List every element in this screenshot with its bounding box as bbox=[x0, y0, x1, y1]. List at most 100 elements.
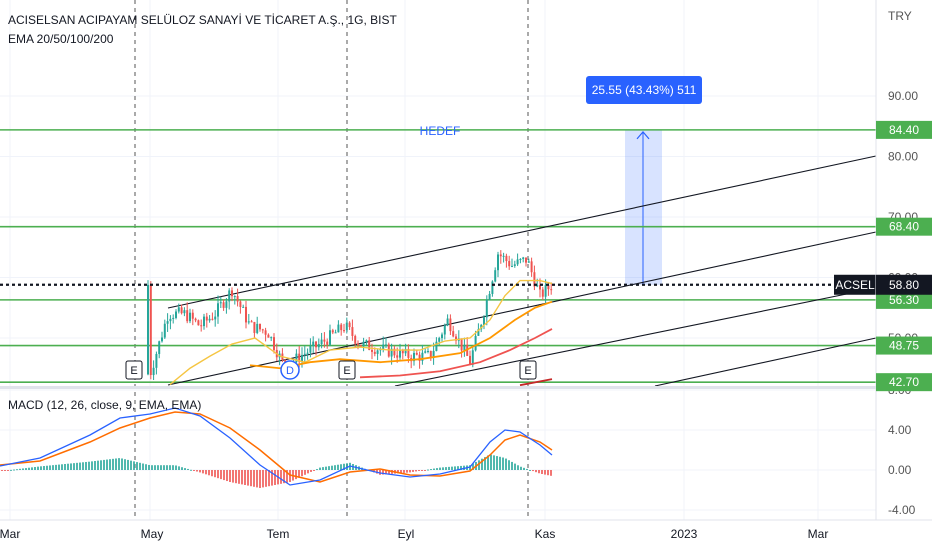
macd-bar bbox=[217, 470, 219, 479]
candle bbox=[183, 310, 186, 314]
channel-extra-line bbox=[654, 337, 877, 387]
macd-bar bbox=[4, 470, 6, 471]
candle bbox=[197, 320, 200, 326]
macd-bar bbox=[523, 467, 525, 470]
candle bbox=[499, 254, 502, 257]
macd-bar bbox=[181, 467, 183, 470]
candle bbox=[191, 312, 194, 319]
macd-bar bbox=[163, 465, 165, 470]
macd-bar bbox=[190, 469, 192, 471]
candle bbox=[161, 337, 163, 342]
macd-bar bbox=[241, 470, 243, 485]
macd-bar bbox=[214, 470, 216, 478]
macd-bar bbox=[166, 465, 168, 470]
candle bbox=[256, 323, 259, 333]
macd-bar bbox=[235, 470, 237, 484]
candle bbox=[267, 334, 270, 338]
candle bbox=[259, 323, 261, 330]
macd-bar bbox=[457, 466, 459, 470]
macd-bar bbox=[532, 470, 534, 472]
macd-bar bbox=[46, 465, 48, 470]
macd-bar bbox=[247, 470, 249, 486]
time-tick-label: Mar bbox=[808, 527, 829, 541]
macd-bar bbox=[439, 467, 441, 470]
candle bbox=[393, 348, 396, 356]
macd-bar bbox=[61, 464, 63, 470]
macd-bar bbox=[88, 461, 90, 470]
level-tag-bg bbox=[876, 120, 932, 139]
macd-bar bbox=[244, 470, 246, 485]
time-tick-label: Eyl bbox=[398, 527, 415, 541]
candle bbox=[337, 324, 340, 333]
candle bbox=[404, 348, 407, 354]
macd-bar bbox=[322, 467, 324, 470]
macd-bar bbox=[508, 460, 510, 470]
candle bbox=[373, 351, 376, 354]
candle bbox=[522, 257, 525, 259]
ema-legend: EMA 20/50/100/200 bbox=[8, 32, 114, 46]
candle bbox=[469, 355, 471, 365]
candle bbox=[424, 351, 427, 353]
macd-bar bbox=[112, 458, 114, 470]
macd-bar bbox=[382, 470, 384, 475]
candle bbox=[180, 307, 183, 314]
candle bbox=[348, 322, 351, 328]
candle bbox=[488, 293, 491, 300]
candle bbox=[186, 310, 189, 322]
macd-bar bbox=[319, 467, 321, 470]
candle bbox=[396, 355, 399, 358]
macd-bar bbox=[220, 470, 222, 480]
candle bbox=[169, 318, 172, 322]
macd-bar bbox=[178, 466, 180, 470]
level-tag: 68.40 bbox=[889, 220, 919, 234]
candle bbox=[177, 307, 180, 312]
macd-bar bbox=[328, 466, 330, 470]
macd-bar bbox=[67, 463, 69, 470]
macd-bar bbox=[118, 458, 120, 470]
last-price-tag-bg bbox=[876, 274, 932, 295]
macd-bar bbox=[205, 470, 207, 475]
candle bbox=[203, 316, 205, 327]
last-price-tag: 58.80 bbox=[889, 278, 919, 292]
time-tick-label: Tem bbox=[267, 527, 290, 541]
macd-bar bbox=[289, 470, 291, 482]
candle bbox=[497, 254, 499, 271]
earnings-marker-label: E bbox=[524, 365, 531, 377]
candle bbox=[214, 316, 217, 320]
candle bbox=[345, 322, 348, 331]
candle bbox=[149, 284, 152, 376]
symbol-tag: ACSEL bbox=[835, 278, 875, 292]
macd-bar bbox=[481, 458, 483, 470]
macd-bar bbox=[250, 470, 252, 487]
ema200-line bbox=[519, 378, 553, 387]
candle bbox=[385, 344, 387, 346]
measure-arrowhead bbox=[636, 130, 650, 140]
macd-bar bbox=[415, 470, 417, 472]
candle bbox=[525, 257, 527, 263]
candle bbox=[147, 284, 149, 375]
candle bbox=[228, 290, 231, 302]
ema100-line bbox=[359, 328, 553, 379]
macd-bar bbox=[154, 465, 156, 470]
earnings-marker bbox=[125, 360, 143, 380]
candle bbox=[446, 318, 449, 326]
macd-bar bbox=[505, 458, 507, 470]
macd-bar bbox=[184, 468, 186, 470]
macd-bar bbox=[76, 462, 78, 470]
time-tick-label: May bbox=[141, 527, 164, 541]
signal-line bbox=[0, 411, 553, 483]
macd-bar bbox=[259, 470, 261, 488]
macd-bar bbox=[529, 470, 531, 471]
macd-tick-label: -4.00 bbox=[888, 503, 916, 517]
earnings-marker-label: E bbox=[130, 365, 137, 377]
candle bbox=[438, 338, 441, 342]
candle bbox=[477, 329, 480, 336]
ema20-line bbox=[169, 279, 553, 386]
chart-title: ACISELSAN ACIPAYAM SELÜLOZ SANAYİ VE TİC… bbox=[8, 13, 397, 27]
candle bbox=[264, 330, 267, 335]
macd-bar bbox=[403, 470, 405, 473]
macd-bar bbox=[538, 470, 540, 474]
macd-bar bbox=[169, 465, 171, 470]
candle bbox=[443, 325, 446, 335]
